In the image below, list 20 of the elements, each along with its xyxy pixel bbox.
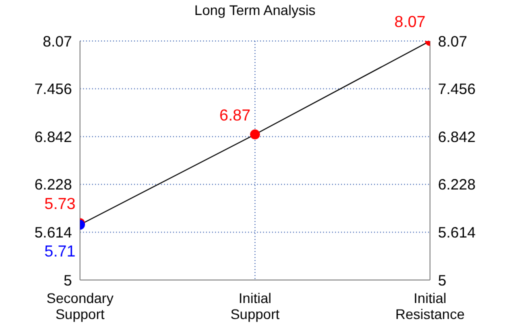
- y2-tick-label: 5: [438, 272, 446, 290]
- y-tick-label: 6.842: [34, 128, 72, 146]
- y-tick-label: 6.228: [34, 176, 72, 194]
- y-tick-label: 8.07: [42, 33, 72, 50]
- data-label: 6.87: [219, 107, 251, 124]
- y-tick-label: 7.456: [34, 81, 72, 98]
- data-label: 5.73: [44, 196, 76, 214]
- y2-tick-label: 6.228: [438, 176, 476, 194]
- chart-title: Long Term Analysis: [194, 2, 316, 18]
- y2-tick-label: 5.614: [438, 224, 476, 242]
- y-tick-label: 5: [64, 272, 72, 290]
- y2-tick-label: 6.842: [438, 128, 476, 146]
- x-tick-label: Initial Support: [230, 290, 280, 322]
- data-label: 5.71: [44, 244, 76, 261]
- y-tick-label: 5.614: [34, 224, 72, 242]
- y2-tick-label: 8.07: [438, 33, 468, 50]
- x-tick-label: Initial Resistance: [395, 290, 465, 322]
- x-tick-label: Secondary Support: [46, 290, 114, 322]
- y2-tick-label: 7.456: [438, 81, 476, 98]
- data-label: 8.07: [394, 14, 426, 31]
